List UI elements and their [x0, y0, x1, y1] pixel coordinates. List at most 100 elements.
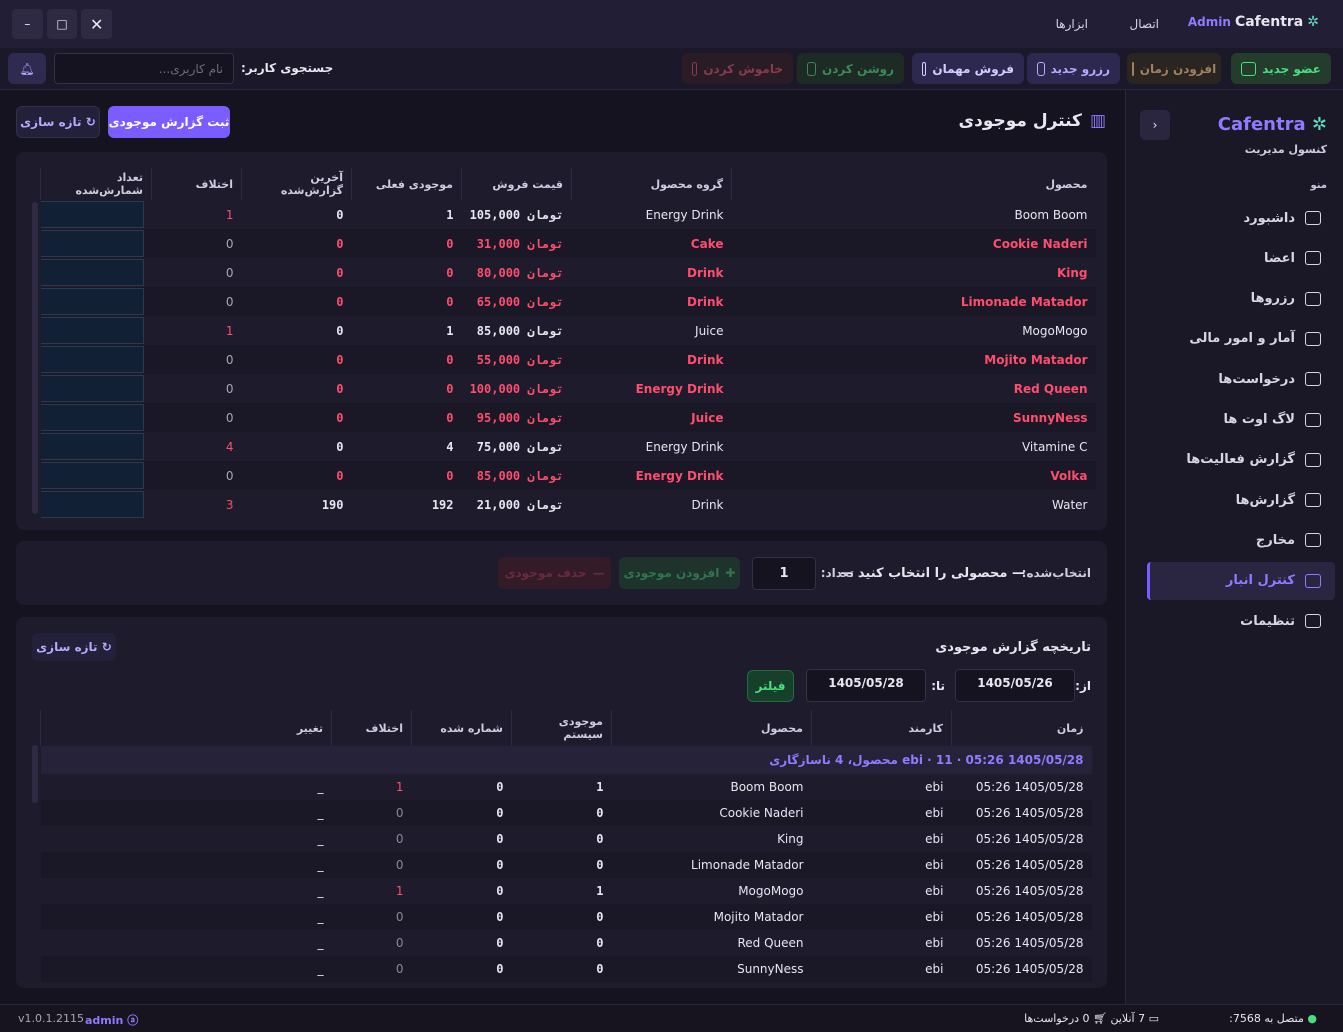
- minimize-button[interactable]: –: [11, 9, 43, 39]
- toolbar-icon: [692, 61, 698, 76]
- stock-row[interactable]: MogoMogo Juice 85,000 تومان 1 0 1: [40, 316, 1096, 345]
- search-placeholder: نام کاربری...: [158, 61, 223, 76]
- column-header: تغییر: [40, 710, 332, 746]
- stock-row[interactable]: Cookie Naderi Cake 31,000 تومان 0 0 0: [40, 229, 1096, 258]
- cell: 1405/05/28 05:26: [975, 884, 1084, 898]
- toolbar-button[interactable]: روشن کردن: [797, 53, 904, 84]
- cell: 75,000 تومان: [476, 439, 564, 454]
- cell: _: [317, 780, 324, 794]
- toolbar-button-label: رزرو جدید: [1050, 61, 1110, 76]
- menu-item[interactable]: لاگ اوت ها: [1147, 401, 1335, 439]
- counted-cell: [40, 403, 152, 432]
- submit-report-button[interactable]: ثبت گزارش موجودی: [108, 106, 230, 138]
- menu-item[interactable]: داشبورد: [1147, 199, 1335, 237]
- menu-icon: [1305, 291, 1321, 306]
- title-bar: Admin Cafentra ✲ اتصال ابزارها ✕ □ –: [0, 0, 1343, 48]
- toolbar-button[interactable]: عضو جدید: [1231, 53, 1331, 84]
- stock-table: محصول گروه محصول قیمت فروش موجودی فعلی آخرین…: [40, 168, 1096, 519]
- toolbar-button[interactable]: خاموش کردن: [682, 53, 793, 84]
- maximize-button[interactable]: □: [46, 9, 78, 39]
- table-body: Boom Boom Energy Drink 105,000 تومان 1 0 1 Coo…: [40, 200, 1096, 519]
- menu-item[interactable]: رزروها: [1147, 280, 1335, 318]
- history-row: 1405/05/28 05:26 ebi Cookie Naderi 0 0 0 _: [40, 800, 1092, 826]
- to-input[interactable]: 1405/05/28: [806, 669, 926, 702]
- count-input[interactable]: [40, 259, 144, 286]
- add-stock-button[interactable]: ✚ افزودن موجودی: [619, 557, 740, 589]
- cell: Drink: [686, 352, 724, 367]
- stock-row[interactable]: Mojito Matador Drink 55,000 تومان 0 0 0: [40, 345, 1096, 374]
- menu-item[interactable]: گزارش‌ها: [1147, 481, 1335, 519]
- remove-stock-label: حذف موجودی: [504, 566, 587, 580]
- cell: Cake: [690, 236, 724, 251]
- count-input[interactable]: [40, 317, 144, 344]
- stock-row[interactable]: Limonade Matador Drink 65,000 تومان 0 0 0: [40, 287, 1096, 316]
- count-input[interactable]: [40, 201, 144, 228]
- notifications-button[interactable]: 🔔︎: [8, 53, 46, 84]
- column-header: موجودی سیستم: [511, 710, 612, 746]
- cell: 0: [596, 910, 604, 924]
- count-input[interactable]: [40, 433, 144, 460]
- cell: 1405/05/28 05:26: [975, 832, 1084, 846]
- history-row: 1405/05/28 05:26 ebi SunnyNess 0 0 0 _: [40, 956, 1092, 982]
- cell: 0: [446, 352, 454, 367]
- cell: King: [777, 832, 804, 846]
- from-input[interactable]: 1405/05/26: [955, 669, 1075, 702]
- remove-stock-button[interactable]: — حذف موجودی: [498, 557, 611, 589]
- menu-item[interactable]: مخارج: [1147, 521, 1335, 559]
- menu-item[interactable]: گزارش فعالیت‌ها: [1147, 441, 1335, 479]
- cell: 1: [395, 780, 404, 794]
- cell: ebi: [925, 936, 944, 950]
- menu-item[interactable]: کنترل انبار: [1147, 561, 1335, 600]
- count-input[interactable]: [40, 288, 144, 315]
- history-head: زمان کارمند محصول موجودی سیستم شماره شده اختل…: [40, 710, 1092, 746]
- cell: 0: [496, 936, 504, 950]
- menu-tools[interactable]: ابزارها: [1055, 17, 1088, 31]
- cell: 0: [395, 962, 404, 976]
- search-input[interactable]: نام کاربری...: [54, 53, 234, 84]
- toolbar-button[interactable]: رزرو جدید: [1027, 53, 1120, 84]
- cell: 1405/05/28 05:26: [975, 962, 1084, 976]
- filter-button[interactable]: فیلتر: [747, 670, 794, 702]
- count-input[interactable]: [40, 230, 144, 257]
- collapse-button[interactable]: ‹: [1140, 110, 1170, 140]
- menu-item[interactable]: درخواست‌ها: [1147, 360, 1335, 398]
- cell: Boom Boom: [730, 780, 804, 794]
- cell: 55,000 تومان: [476, 352, 564, 367]
- menu-item[interactable]: تنظیمات: [1147, 602, 1335, 640]
- count-input[interactable]: 1: [752, 557, 816, 590]
- filter-label: فیلتر: [755, 679, 786, 693]
- count-input[interactable]: [40, 346, 144, 373]
- counted-cell: [40, 461, 152, 490]
- stock-row[interactable]: Boom Boom Energy Drink 105,000 تومان 1 0 1: [40, 200, 1096, 229]
- stock-row[interactable]: Vitamine C Energy Drink 75,000 تومان 4 0 4: [40, 432, 1096, 461]
- cell: 1: [596, 884, 604, 898]
- stock-row[interactable]: Volka Energy Drink 85,000 تومان 0 0 0: [40, 461, 1096, 490]
- stock-row[interactable]: Water Drink 21,000 تومان 192 190 3: [40, 490, 1096, 519]
- count-input[interactable]: [40, 375, 144, 402]
- toolbar-button[interactable]: افزودن زمان: [1127, 53, 1221, 84]
- stock-row[interactable]: SunnyNess Juice 95,000 تومان 0 0 0: [40, 403, 1096, 432]
- user: admin ⓐ: [85, 1014, 139, 1027]
- counted-cell: [40, 374, 152, 403]
- cell: 1405/05/28 05:26: [975, 936, 1084, 950]
- cell: 0: [395, 936, 404, 950]
- counted-cell: [40, 229, 152, 258]
- cell: 95,000 تومان: [476, 410, 564, 425]
- cell: 0: [496, 832, 504, 846]
- count-input[interactable]: [40, 404, 144, 431]
- menu-icon: [1305, 251, 1321, 266]
- menu-connect[interactable]: اتصال: [1129, 17, 1159, 31]
- history-refresh-button[interactable]: ↻ تازه سازی: [32, 633, 116, 661]
- cell: Red Queen: [737, 936, 804, 950]
- stock-row[interactable]: King Drink 80,000 تومان 0 0 0: [40, 258, 1096, 287]
- menu-item[interactable]: اعضا: [1147, 239, 1335, 277]
- close-button[interactable]: ✕: [81, 9, 112, 39]
- count-input[interactable]: [40, 491, 144, 518]
- stock-row[interactable]: Red Queen Energy Drink 100,000 تومان 0 0 0: [40, 374, 1096, 403]
- refresh-button[interactable]: ↻ تازه سازی: [16, 106, 100, 138]
- history-row: 1405/05/28 05:26 ebi Red Queen 0 0 0 _: [41, 930, 1092, 956]
- cell: 0: [496, 858, 504, 872]
- menu-item[interactable]: آمار و امور مالی: [1147, 320, 1335, 358]
- toolbar-button[interactable]: فروش مهمان: [912, 53, 1024, 84]
- count-input[interactable]: [40, 462, 144, 489]
